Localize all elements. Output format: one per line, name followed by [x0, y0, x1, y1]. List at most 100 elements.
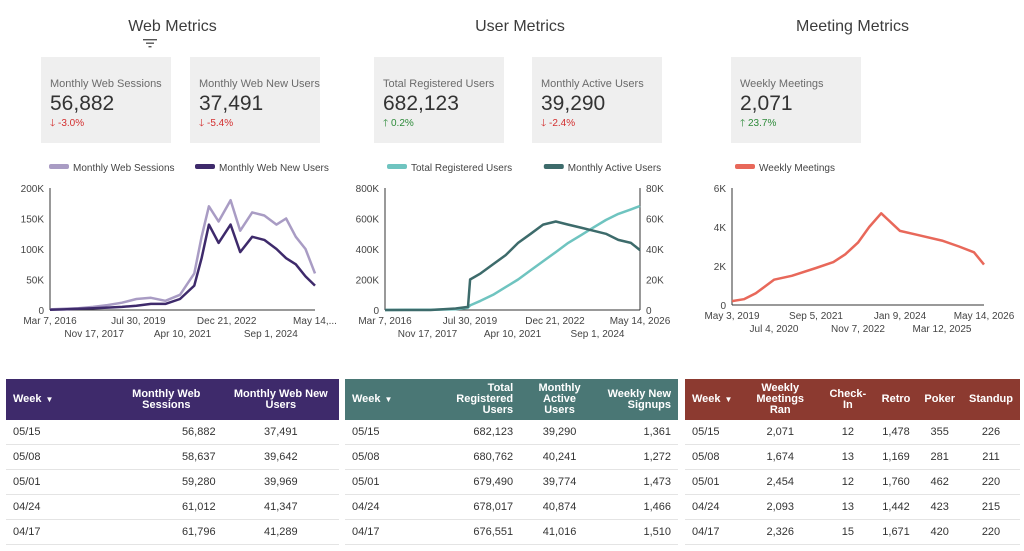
table-cell: 678,017 — [429, 494, 521, 520]
table-cell: 05/08 — [6, 444, 110, 470]
column-header[interactable]: Total Registered Users — [429, 379, 521, 420]
table-cell: 12 — [820, 420, 875, 445]
web-metrics-chart[interactable]: Monthly Web Sessions Monthly Web New User… — [0, 155, 345, 345]
table-row[interactable]: 05/01 59,280 39,969 — [6, 469, 339, 495]
table-cell: 61,012 — [110, 494, 223, 520]
table-cell: 37,491 — [222, 420, 339, 445]
table-cell: 59,280 — [110, 469, 223, 495]
y-tick-label: 100K — [21, 245, 45, 256]
table-cell: 05/08 — [345, 444, 429, 470]
y-tick-label: 150K — [21, 215, 45, 226]
table-row[interactable]: 05/15 56,882 37,491 — [6, 420, 339, 445]
x-tick-label: Sep 5, 2021 — [789, 311, 843, 322]
table-cell: 679,490 — [429, 469, 521, 495]
column-header-week[interactable]: Week ▼ — [6, 379, 110, 420]
table-cell: 04/17 — [685, 519, 740, 545]
table-cell: 423 — [917, 494, 962, 520]
table-cell: 04/17 — [345, 519, 429, 545]
scorecard-web-sessions[interactable]: Monthly Web Sessions 56,882 🡓 -3.0% — [41, 57, 171, 143]
table-row[interactable]: 05/08 680,762 40,241 1,272 — [345, 444, 678, 470]
y-tick-label: 600K — [356, 215, 380, 226]
sort-caret-icon[interactable]: ▼ — [45, 395, 54, 404]
y-tick-label-right: 60K — [646, 215, 664, 226]
column-header[interactable]: Weekly New Signups — [598, 379, 678, 420]
table-cell: 39,290 — [520, 420, 599, 445]
table-cell: 56,882 — [110, 420, 223, 445]
column-header-week[interactable]: Week ▼ — [345, 379, 429, 420]
column-header[interactable]: Standup — [961, 379, 1020, 420]
x-tick-label: Sep 1, 2024 — [244, 329, 298, 340]
table-cell: 1,510 — [598, 519, 678, 545]
user-metrics-chart[interactable]: Total Registered Users Monthly Active Use… — [345, 155, 685, 345]
scorecard-value: 2,071 — [740, 92, 793, 115]
table-row[interactable]: 05/01 679,490 39,774 1,473 — [345, 469, 678, 495]
table-cell: 1,466 — [598, 494, 678, 520]
down-arrow-icon: 🡓 — [541, 118, 547, 129]
up-arrow-icon: 🡑 — [740, 118, 746, 129]
table-cell: 39,774 — [520, 469, 599, 495]
table-cell: 04/17 — [6, 519, 110, 545]
table-row[interactable]: 04/24 61,012 41,347 — [6, 494, 339, 520]
y-tick-label: 50K — [26, 276, 44, 287]
table-cell: 58,637 — [110, 444, 223, 470]
table-row[interactable]: 05/08 58,637 39,642 — [6, 444, 339, 470]
table-row[interactable]: 04/17 2,326 15 1,671 420 220 — [685, 519, 1020, 545]
column-header[interactable]: Check-In — [820, 379, 875, 420]
legend-label: Monthly Web New Users — [219, 163, 329, 174]
x-tick-label: May 14,... — [293, 316, 337, 327]
column-header[interactable]: Weekly Meetings Ran — [739, 379, 821, 420]
table-cell: 05/01 — [345, 469, 429, 495]
table-cell: 2,454 — [739, 469, 821, 495]
table-cell: 61,796 — [110, 519, 223, 545]
legend-swatch — [543, 164, 564, 169]
table-cell: 05/01 — [685, 469, 740, 495]
meeting-metrics-table[interactable]: Week ▼ Weekly Meetings Ran Check-In Retro… — [685, 379, 1020, 545]
table-cell: 04/24 — [345, 494, 429, 520]
table-cell: 226 — [961, 420, 1020, 445]
scorecard-active-users[interactable]: Monthly Active Users 39,290 🡓 -2.4% — [532, 57, 662, 143]
scorecard-registered-users[interactable]: Total Registered Users 682,123 🡑 0.2% — [374, 57, 504, 143]
table-cell: 13 — [820, 494, 875, 520]
column-header[interactable]: Monthly Active Users — [520, 379, 599, 420]
column-header[interactable]: Monthly Web Sessions — [110, 379, 223, 420]
x-tick-label: Mar 7, 2016 — [23, 316, 77, 327]
scorecard-web-new-users[interactable]: Monthly Web New Users 37,491 🡓 -5.4% — [190, 57, 320, 143]
table-row[interactable]: 05/15 682,123 39,290 1,361 — [345, 420, 678, 445]
table-cell: 1,272 — [598, 444, 678, 470]
x-tick-label: Nov 17, 2017 — [398, 329, 458, 340]
column-header[interactable]: Poker — [917, 379, 962, 420]
x-tick-label: Mar 7, 2016 — [358, 316, 412, 327]
table-cell: 281 — [917, 444, 962, 470]
table-row[interactable]: 05/01 2,454 12 1,760 462 220 — [685, 469, 1020, 495]
column-header-week[interactable]: Week ▼ — [685, 379, 740, 420]
meeting-metrics-chart[interactable]: Weekly Meetings 0 2K 4K 6K May 3, 2019 Sep 5, … — [685, 155, 1024, 345]
web-metrics-table[interactable]: Week ▼ Monthly Web Sessions Monthly Web N… — [6, 379, 339, 545]
user-metrics-table[interactable]: Week ▼ Total Registered Users Monthly Act… — [345, 379, 678, 545]
legend-label: Total Registered Users — [411, 163, 512, 174]
table-row[interactable]: 04/17 676,551 41,016 1,510 — [345, 519, 678, 545]
scorecard-label: Weekly Meetings — [740, 78, 824, 90]
column-header[interactable]: Retro — [874, 379, 918, 420]
table-row[interactable]: 04/24 2,093 13 1,442 423 215 — [685, 494, 1020, 520]
scorecard-label: Total Registered Users — [383, 78, 495, 90]
scorecard-value: 39,290 — [541, 92, 606, 115]
table-cell: 41,347 — [222, 494, 339, 520]
scorecard-value: 37,491 — [199, 92, 264, 115]
table-cell: 05/15 — [685, 420, 740, 445]
filter-icon[interactable] — [143, 38, 157, 48]
y-tick-label: 2K — [714, 262, 727, 273]
column-header[interactable]: Monthly Web New Users — [222, 379, 339, 420]
legend-swatch — [735, 164, 755, 169]
scorecard-label: Monthly Web Sessions — [50, 78, 162, 90]
table-cell: 04/24 — [6, 494, 110, 520]
scorecard-weekly-meetings[interactable]: Weekly Meetings 2,071 🡑 23.7% — [731, 57, 861, 143]
scorecard-change: 🡓 -3.0% — [50, 118, 85, 129]
table-row[interactable]: 05/08 1,674 13 1,169 281 211 — [685, 444, 1020, 470]
sort-caret-icon[interactable]: ▼ — [384, 395, 393, 404]
table-row[interactable]: 04/17 61,796 41,289 — [6, 519, 339, 545]
table-cell: 420 — [917, 519, 962, 545]
table-row[interactable]: 04/24 678,017 40,874 1,466 — [345, 494, 678, 520]
table-cell: 05/08 — [685, 444, 740, 470]
table-row[interactable]: 05/15 2,071 12 1,478 355 226 — [685, 420, 1020, 445]
sort-caret-icon[interactable]: ▼ — [724, 395, 733, 404]
